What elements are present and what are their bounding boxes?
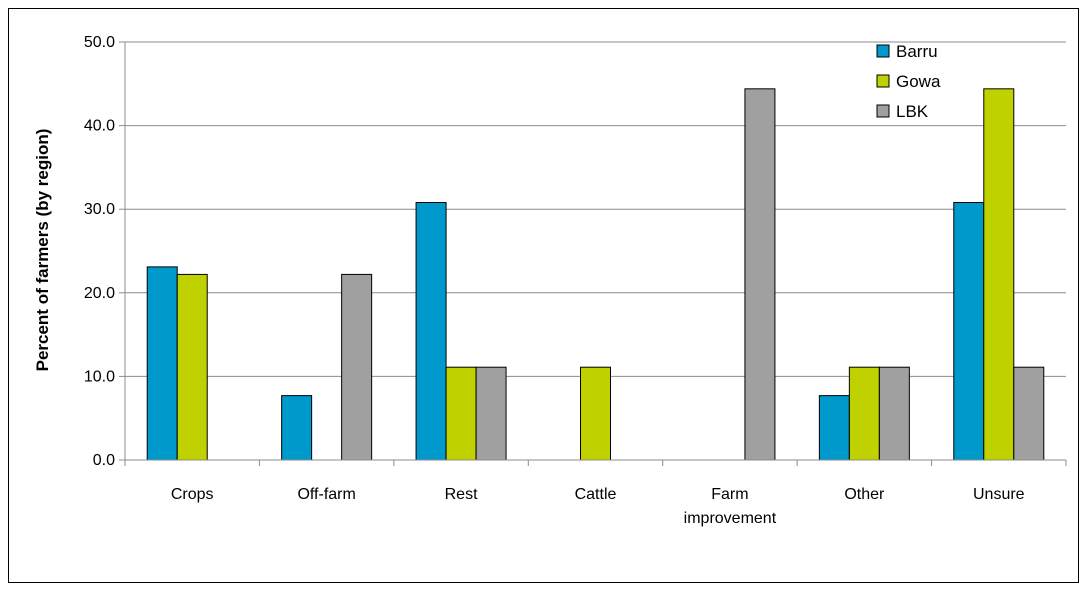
bar-barru [818,395,850,461]
legend-swatch-gowa [876,74,890,88]
x-tick-label: Off-farm [297,486,355,503]
bar-barru [281,395,313,461]
axes [119,41,1067,466]
gridlines [125,41,1066,377]
y-axis-title: Percent of farmers (by region) [33,129,52,372]
x-tick-label: Rest [445,486,478,503]
y-tick-label: 20.0 [84,285,115,302]
bar-lbk [341,273,373,461]
bar-gowa [983,88,1015,461]
legend-label-lbk: LBK [896,102,929,121]
bar-gowa [848,366,880,461]
y-tick-label: 30.0 [84,201,115,218]
x-tick-label: Cattle [575,486,617,503]
y-tick-label: 10.0 [84,368,115,385]
x-tick-label: improvement [684,510,777,527]
bar-lbk [475,366,507,461]
y-tick-label: 50.0 [84,34,115,51]
bar-lbk [878,366,910,461]
legend-label-gowa: Gowa [896,72,941,91]
bar-barru [953,202,985,461]
y-tick-label: 40.0 [84,118,115,135]
bar-gowa [445,366,477,461]
legend-swatch-barru [876,44,890,58]
legend: Barru Gowa LBK [876,42,941,121]
y-tick-label: 0.0 [93,452,115,469]
bar-lbk [744,88,776,461]
x-tick-label: Farm [711,486,748,503]
x-tick-label: Unsure [973,486,1025,503]
bar-gowa [580,366,611,461]
bar-barru [415,202,447,461]
legend-label-barru: Barru [896,42,938,61]
bar-gowa [176,273,208,461]
axis-labels: 0.0 10.0 20.0 30.0 40.0 50.0 Crops Off-farm Rest… [84,34,1025,527]
x-tick-label: Other [844,486,885,503]
x-tick-label: Crops [171,486,214,503]
bars [146,88,1045,461]
bar-lbk [1013,366,1045,461]
legend-swatch-lbk [876,104,890,118]
bar-barru [146,266,178,461]
